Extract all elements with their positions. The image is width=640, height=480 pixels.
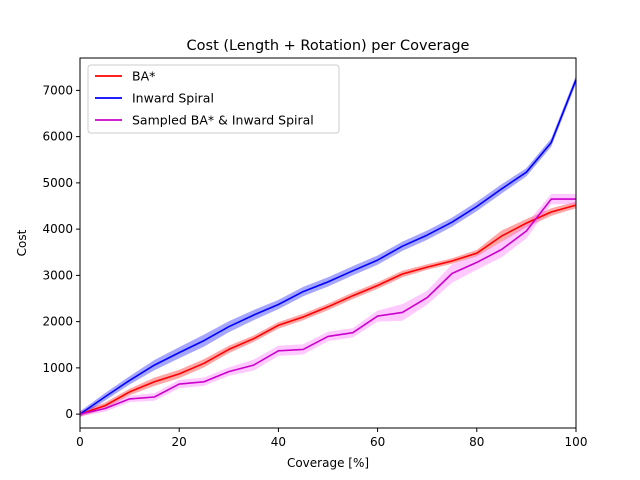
y-axis-label: Cost xyxy=(15,229,29,256)
y-tick-label: 4000 xyxy=(42,222,73,236)
x-tick-label: 40 xyxy=(271,435,286,449)
legend-label: Sampled BA* & Inward Spiral xyxy=(132,113,314,128)
x-axis-label: Coverage [%] xyxy=(287,456,369,470)
line-sampled-ba-inward-spiral xyxy=(79,198,576,415)
legend-label: Inward Spiral xyxy=(132,91,214,106)
y-tick-label: 2000 xyxy=(42,315,73,329)
x-tick-label: 60 xyxy=(370,435,385,449)
line-inward-spiral xyxy=(79,79,577,415)
legend-label: BA* xyxy=(132,69,155,84)
x-tick-label: 100 xyxy=(565,435,588,449)
legend-box xyxy=(87,64,340,134)
band-inward-spiral xyxy=(80,75,576,417)
y-tick-label: 7000 xyxy=(42,83,73,97)
x-tick-label: 0 xyxy=(76,435,84,449)
series-lines xyxy=(79,79,577,415)
plot-area-frame xyxy=(79,57,577,429)
y-axis-ticks: 0 1000 2000 3000 4000 5000 6000 7000 xyxy=(42,83,80,421)
y-tick-label: 1000 xyxy=(42,361,73,375)
y-tick-label: 0 xyxy=(65,407,73,421)
x-tick-label: 80 xyxy=(469,435,484,449)
x-axis-ticks: 0 20 40 60 80 100 xyxy=(76,428,587,449)
legend: BA* Inward Spiral Sampled BA* & Inward Spi… xyxy=(87,64,340,134)
y-tick-label: 3000 xyxy=(42,268,73,282)
line-ba xyxy=(79,204,577,415)
x-tick-label: 20 xyxy=(172,435,187,449)
chart-title: Cost (Length + Rotation) per Coverage xyxy=(187,38,470,54)
y-tick-label: 6000 xyxy=(42,130,73,144)
y-tick-label: 5000 xyxy=(42,176,73,190)
